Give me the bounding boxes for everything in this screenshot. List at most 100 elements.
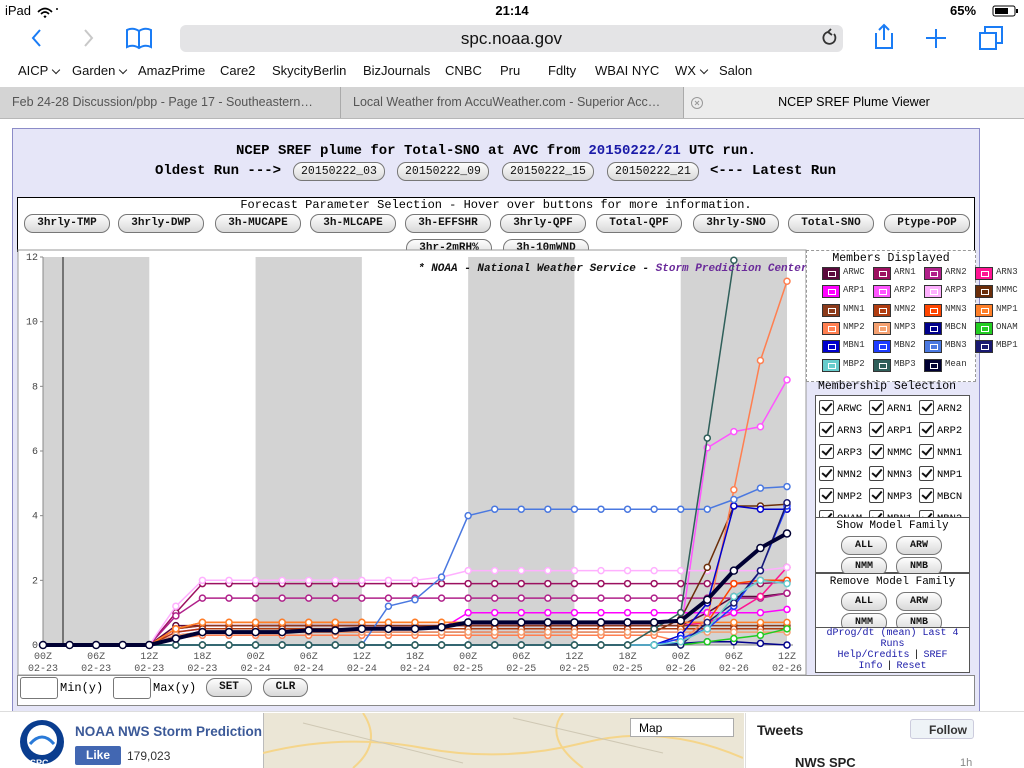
member-checkbox[interactable] bbox=[819, 488, 834, 503]
member-checkbox[interactable] bbox=[919, 466, 934, 481]
data-point bbox=[730, 618, 738, 627]
help-link[interactable]: Help/Credits bbox=[837, 650, 910, 661]
tab-close-button[interactable] bbox=[690, 95, 706, 111]
member-label: NMN3 bbox=[887, 469, 913, 481]
data-point bbox=[730, 579, 738, 588]
data-point bbox=[384, 641, 393, 649]
member-checkbox[interactable] bbox=[869, 488, 884, 503]
new-tab-button[interactable] bbox=[926, 29, 946, 48]
tab-title[interactable]: Local Weather from AccuWeather.com - Sup… bbox=[353, 95, 661, 109]
param-button[interactable]: Total-SNO bbox=[788, 214, 874, 233]
share-button[interactable] bbox=[875, 23, 893, 49]
sref-link[interactable]: SREF Info bbox=[858, 650, 948, 672]
tab-title[interactable]: Feb 24-28 Discussion/pbp - Page 17 - Sou… bbox=[12, 95, 313, 109]
family-button[interactable]: ARW bbox=[896, 592, 942, 611]
run-button[interactable]: 20150222_15 bbox=[502, 162, 594, 181]
param-button[interactable]: 3hrly-DWP bbox=[118, 214, 204, 233]
forward-button[interactable] bbox=[84, 29, 94, 47]
bookmark[interactable]: Pru bbox=[500, 63, 521, 78]
legend-swatch bbox=[873, 321, 891, 335]
dprog-link[interactable]: dProg/dt (mean) Last 4 Runs bbox=[826, 628, 959, 650]
member-checkbox[interactable] bbox=[819, 422, 834, 437]
member-checkbox[interactable] bbox=[819, 510, 834, 518]
param-button[interactable]: 3h-MUCAPE bbox=[215, 214, 301, 233]
member-label: ARN2 bbox=[937, 403, 963, 415]
bookmark[interactable]: Salon bbox=[719, 63, 753, 78]
data-point bbox=[251, 641, 260, 649]
reset-link[interactable]: Reset bbox=[896, 661, 927, 672]
param-button[interactable]: Total-QPF bbox=[596, 214, 682, 233]
url[interactable]: spc.noaa.gov bbox=[460, 29, 563, 48]
tab-title[interactable]: NCEP SREF Plume Viewer bbox=[778, 95, 930, 109]
bookmark[interactable]: Garden bbox=[72, 63, 116, 78]
member-checkbox[interactable] bbox=[819, 466, 834, 481]
member-checkbox[interactable] bbox=[919, 444, 934, 459]
data-point bbox=[597, 566, 605, 575]
family-button[interactable]: NMM bbox=[841, 557, 887, 576]
param-button[interactable]: 3hrly-TMP bbox=[24, 214, 110, 233]
follow-button[interactable]: Follow bbox=[910, 719, 974, 739]
run-button[interactable]: 20150222_03 bbox=[293, 162, 385, 181]
param-button[interactable]: Ptype-POP bbox=[884, 214, 970, 233]
param-button[interactable]: 3hrly-QPF bbox=[500, 214, 586, 233]
member-checkbox[interactable] bbox=[869, 400, 884, 415]
member-checkbox[interactable] bbox=[869, 444, 884, 459]
legend-label: NMMC bbox=[996, 285, 1018, 296]
member-checkbox[interactable] bbox=[869, 466, 884, 481]
member-checkbox[interactable] bbox=[919, 510, 934, 518]
family-button[interactable]: ARW bbox=[896, 536, 942, 555]
member-checkbox[interactable] bbox=[919, 488, 934, 503]
member-checkbox[interactable] bbox=[869, 422, 884, 437]
member-checkbox[interactable] bbox=[919, 400, 934, 415]
bookmarks-button[interactable] bbox=[126, 27, 152, 50]
bookmark[interactable]: Fdlty bbox=[548, 63, 577, 78]
x-tick-date: 02-26 bbox=[666, 664, 696, 675]
data-point bbox=[544, 566, 552, 575]
bookmark[interactable]: WX bbox=[675, 63, 696, 78]
member-checkbox[interactable] bbox=[819, 444, 834, 459]
param-button[interactable]: 3h-MLCAPE bbox=[310, 214, 396, 233]
bookmark[interactable]: BizJournals bbox=[363, 63, 431, 78]
bookmark[interactable]: CNBC bbox=[445, 63, 482, 78]
x-tick-label: 18Z bbox=[193, 652, 211, 663]
url-field[interactable] bbox=[180, 25, 843, 52]
min-input[interactable] bbox=[20, 677, 58, 699]
battery-percent: 65% bbox=[950, 3, 977, 18]
param-button[interactable]: 3h-EFFSHR bbox=[405, 214, 491, 233]
data-point bbox=[463, 618, 473, 627]
bookmark[interactable]: SkycityBerlin bbox=[272, 63, 347, 78]
max-input[interactable] bbox=[113, 677, 151, 699]
data-point bbox=[251, 594, 260, 602]
data-point bbox=[304, 641, 313, 649]
y-tick-label: 10 bbox=[26, 318, 38, 329]
run-button[interactable]: 20150222_09 bbox=[397, 162, 489, 181]
bookmark[interactable]: WBAI NYC bbox=[595, 63, 660, 78]
member-checkbox[interactable] bbox=[919, 422, 934, 437]
legend-swatch bbox=[975, 340, 993, 354]
tabs-button[interactable] bbox=[979, 26, 1003, 50]
facebook-page-name[interactable]: NOAA NWS Storm Prediction bbox=[75, 724, 263, 739]
member-checkbox[interactable] bbox=[869, 510, 884, 518]
series bbox=[39, 563, 791, 649]
clr-button[interactable]: CLR bbox=[263, 678, 308, 697]
tweet-author[interactable]: NWS SPC bbox=[795, 755, 856, 768]
bookmark[interactable]: AICP bbox=[18, 63, 49, 78]
bookmark[interactable]: Care2 bbox=[220, 63, 256, 78]
family-button[interactable]: ALL bbox=[841, 592, 887, 611]
data-point bbox=[65, 640, 74, 650]
param-button[interactable]: 3hrly-SNO bbox=[693, 214, 779, 233]
map-dropdown[interactable]: Map bbox=[630, 718, 734, 737]
set-button[interactable]: SET bbox=[206, 678, 252, 697]
member-checkbox[interactable] bbox=[819, 400, 834, 415]
bookmark[interactable]: AmazPrime bbox=[138, 63, 206, 78]
reload-button[interactable] bbox=[822, 28, 837, 45]
family-button[interactable]: ALL bbox=[841, 536, 887, 555]
like-button[interactable]: Like bbox=[75, 746, 121, 765]
noaa-logo bbox=[20, 720, 64, 764]
run-button[interactable]: 20150222_21 bbox=[607, 162, 699, 181]
data-point bbox=[490, 505, 499, 513]
x-tick-label: 18Z bbox=[406, 652, 424, 663]
back-button[interactable] bbox=[31, 29, 41, 47]
data-point bbox=[172, 641, 180, 649]
